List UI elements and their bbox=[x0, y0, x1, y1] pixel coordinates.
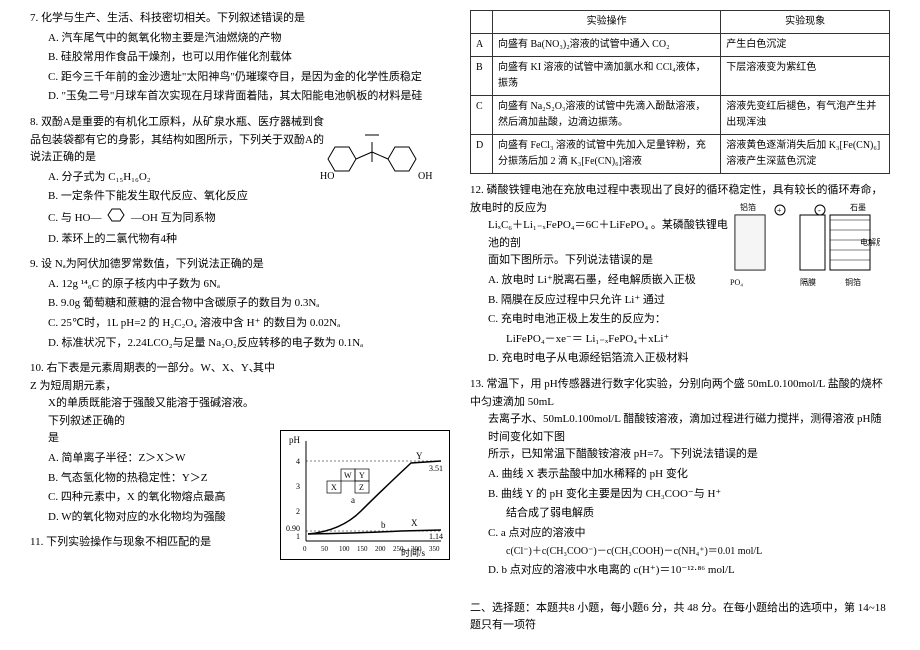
q9-opt-d: D. 标准状况下，2.24LCO₂与足量 Na₂O₂反应转移的电子数为 0.1N… bbox=[48, 335, 450, 353]
q7: 7. 化学与生产、生活、科技密切相关。下列叙述错误的是 A. 汽车尾气中的氮氧化… bbox=[30, 10, 450, 106]
xt0: 0 bbox=[303, 545, 307, 553]
row-c-ph: 溶液先变红后褪色，有气泡产生并出现浑浊 bbox=[721, 96, 890, 135]
svg-text:OH: OH bbox=[418, 171, 432, 182]
q13-stem-b: 去离子水、50mL0.100mol/L 醋酸铵溶液，滴加过程进行磁力搅拌，测得溶… bbox=[470, 411, 890, 446]
q12-opt-d: D. 充电时电子从电源经铝箔流入正极材料 bbox=[488, 350, 730, 368]
q7-opt-b: B. 硅胶常用作食品干燥剂，也可以用作催化剂载体 bbox=[48, 49, 450, 67]
q8-c-suffix: —OH 互为同系物 bbox=[131, 212, 216, 224]
row-a-ph: 产生白色沉淀 bbox=[721, 34, 890, 57]
q13-opt-b: B. 曲线 Y 的 pH 变化主要是因为 CH₃COO⁻与 H⁺ bbox=[488, 486, 890, 504]
annot-left: 0.90 bbox=[286, 524, 300, 533]
curve-y-label: Y bbox=[416, 451, 423, 461]
q13-opt-b2: 结合成了弱电解质 bbox=[488, 505, 890, 523]
q12-opt-c2: LiFePO₄－xe⁻＝ Li₁₋ₓFePO₄＋xLi⁺ bbox=[488, 331, 730, 349]
q12-stem-c: 面如下图所示。下列说法错误的是 bbox=[488, 252, 730, 270]
lbl-dj: 电解质 bbox=[860, 237, 880, 247]
lbl-gm2: 隔膜 bbox=[800, 277, 816, 287]
lbl-al: 铝箔 bbox=[740, 202, 756, 212]
right-column: 实验操作 实验现象 A 向盛有 Ba(NO₃)₂溶液的试管中通入 CO₂ 产生白… bbox=[460, 10, 900, 640]
row-a-k: A bbox=[471, 34, 493, 57]
q13-opt-a: A. 曲线 X 表示盐酸中加水稀释的 pH 变化 bbox=[488, 466, 890, 484]
q10-stem-a: 10. 右下表是元素周期表的一部分。W、X、Y、Z 为短周期元素， bbox=[30, 362, 260, 392]
q12-opt-c: C. 充电时电池正极上发生的反应为： bbox=[488, 311, 730, 329]
xt2: 100 bbox=[339, 545, 350, 553]
yt4: 4 bbox=[296, 457, 300, 466]
svg-text:W: W bbox=[344, 471, 352, 480]
lbl-po4: PO₄ bbox=[730, 278, 743, 287]
q7-stem: 7. 化学与生产、生活、科技密切相关。下列叙述错误的是 bbox=[30, 10, 450, 28]
q13: 13. 常温下，用 pH传感器进行数字化实验，分别向两个盛 50mL0.100m… bbox=[470, 376, 890, 580]
svg-text:X: X bbox=[331, 483, 337, 492]
q10-stem-c: 是 bbox=[30, 430, 260, 448]
row-d-ph: 溶液黄色逐渐消失后加 K₃[Fe(CN)₆]溶液产生深蓝色沉淀 bbox=[721, 135, 890, 174]
xt3: 150 bbox=[357, 545, 368, 553]
q13-stem-c: 所示，已知常温下醋酸铵溶液 pH=7。下列说法错误的是 bbox=[470, 446, 890, 464]
annot-bot: 1.14 bbox=[429, 532, 443, 541]
row-b-ph: 下层溶液变为紫红色 bbox=[721, 57, 890, 96]
q9: 9. 设 Nₐ为阿伏加德罗常数值，下列说法正确的是 A. 12g ¹⁴₆C 的原… bbox=[30, 256, 450, 352]
row-c-op: 向盛有 Na₂S₂O₃溶液的试管中先滴入酚酞溶液，然后滴加盐酸，边滴边振荡。 bbox=[493, 96, 721, 135]
yt3: 3 bbox=[296, 482, 300, 491]
q9-stem: 9. 设 Nₐ为阿伏加德罗常数值，下列说法正确的是 bbox=[30, 256, 450, 274]
xt7: 350 bbox=[429, 545, 440, 553]
q13-opt-d: D. b 点对应的溶液中水电离的 c(H⁺)＝10⁻¹²·⁸⁶ mol/L bbox=[488, 562, 890, 580]
q7-opt-c: C. 距今三千年前的金沙遗址"太阳神鸟"仍璀璨夺目，是因为金的化学性质稳定 bbox=[48, 69, 450, 87]
table-row: B 向盛有 KI 溶液的试管中滴加氯水和 CCl₄液体，振荡 下层溶液变为紫红色 bbox=[471, 57, 890, 96]
pt-a: a bbox=[351, 495, 355, 505]
table-row: D 向盛有 FeCl₃ 溶液的试管中先加入足量锌粉，充分振荡后加 2 滴 K₃[… bbox=[471, 135, 890, 174]
row-b-op: 向盛有 KI 溶液的试管中滴加氯水和 CCl₄液体，振荡 bbox=[493, 57, 721, 96]
q12-opt-b: B. 隔膜在反应过程中只允许 Li⁺ 通过 bbox=[488, 292, 730, 310]
row-d-op: 向盛有 FeCl₃ 溶液的试管中先加入足量锌粉，充分振荡后加 2 滴 K₃[Fe… bbox=[493, 135, 721, 174]
row-d-k: D bbox=[471, 135, 493, 174]
svg-text:-: - bbox=[818, 206, 821, 215]
left-column: 7. 化学与生产、生活、科技密切相关。下列叙述错误的是 A. 汽车尾气中的氮氧化… bbox=[20, 10, 460, 640]
q12: 12. 磷酸铁锂电池在充放电过程中表现出了良好的循环稳定性，具有较长的循环寿命，… bbox=[470, 182, 890, 368]
q13-stem-a: 13. 常温下，用 pH传感器进行数字化实验，分别向两个盛 50mL0.100m… bbox=[470, 376, 890, 411]
lbl-gm: 石墨 bbox=[850, 203, 866, 212]
pt-b: b bbox=[381, 520, 386, 530]
q7-opt-a: A. 汽车尾气中的氮氧化物主要是汽油燃烧的产物 bbox=[48, 30, 450, 48]
section-footer: 二、选择题：本题共8 小题，每小题6 分，共 48 分。在每小题给出的选项中，第… bbox=[470, 600, 890, 635]
q13-opt-c2: c(Cl⁻)＋c(CH₃COO⁻)－c(CH₃COOH)－c(NH₄⁺)＝0.0… bbox=[488, 544, 890, 560]
svg-text:+: + bbox=[777, 206, 782, 215]
q10-side: 其中 bbox=[253, 360, 275, 378]
chart-ylabel: pH bbox=[289, 435, 301, 445]
svg-text:Y: Y bbox=[359, 471, 365, 480]
q7-opt-d: D. "玉兔二号"月球车首次实现在月球背面着陆，其太阳能电池帆板的材料是硅 bbox=[48, 88, 450, 106]
experiment-table: 实验操作 实验现象 A 向盛有 Ba(NO₃)₂溶液的试管中通入 CO₂ 产生白… bbox=[470, 10, 890, 174]
q8: 8. 双酚A是重要的有机化工原料，从矿泉水瓶、医疗器械到食品包装袋都有它的身影，… bbox=[30, 114, 450, 248]
q13-opt-c: C. a 点对应的溶液中 bbox=[488, 525, 890, 543]
lbl-tb: 铜箔 bbox=[845, 277, 861, 287]
q8-c-prefix: C. 与 HO— bbox=[48, 212, 101, 224]
xt4: 200 bbox=[375, 545, 386, 553]
xt5: 250 bbox=[393, 545, 404, 553]
benzene-icon bbox=[104, 208, 128, 229]
row-c-k: C bbox=[471, 96, 493, 135]
xt1: 50 bbox=[321, 545, 329, 553]
ph-chart: pH 时间/s 1 2 3 4 0 50 100 150 200 250 300… bbox=[280, 430, 450, 560]
table-row: A 向盛有 Ba(NO₃)₂溶液的试管中通入 CO₂ 产生白色沉淀 bbox=[471, 34, 890, 57]
q8-opt-c: C. 与 HO— —OH 互为同系物 bbox=[48, 208, 450, 229]
th-op: 实验操作 bbox=[493, 11, 721, 34]
q10-stem-b: X的单质既能溶于强酸又能溶于强碱溶液。下列叙述正确的 bbox=[30, 395, 260, 430]
svg-text:HO: HO bbox=[320, 171, 334, 182]
yt1: 1 bbox=[296, 532, 300, 541]
xt6: 300 bbox=[411, 545, 422, 553]
table-row: C 向盛有 Na₂S₂O₃溶液的试管中先滴入酚酞溶液，然后滴加盐酸，边滴边振荡。… bbox=[471, 96, 890, 135]
q12-opt-a: A. 放电时 Li⁺脱离石墨，经电解质嵌入正极 bbox=[488, 272, 730, 290]
curve-x-label: X bbox=[411, 518, 418, 528]
q9-opt-a: A. 12g ¹⁴₆C 的原子核内中子数为 6Nₐ bbox=[48, 276, 450, 294]
q12-stem-b: LiₓC₆＋Li₁₋ₓFePO₄＝6C＋LiFePO₄ 。某磷酸铁锂电池的剖 bbox=[488, 217, 730, 252]
annot-top: 3.51 bbox=[429, 464, 443, 473]
svg-text:Z: Z bbox=[359, 483, 364, 492]
q8-opt-d: D. 苯环上的二氯代物有4种 bbox=[48, 231, 450, 249]
yt2: 2 bbox=[296, 507, 300, 516]
bisphenol-structure-icon: HO OH bbox=[320, 132, 450, 194]
q9-opt-b: B. 9.0g 葡萄糖和蔗糖的混合物中含碳原子的数目为 0.3Nₐ bbox=[48, 295, 450, 313]
row-a-op: 向盛有 Ba(NO₃)₂溶液的试管中通入 CO₂ bbox=[493, 34, 721, 57]
row-b-k: B bbox=[471, 57, 493, 96]
q9-opt-c: C. 25℃时，1L pH=2 的 H₂C₂O₄ 溶液中含 H⁺ 的数目为 0.… bbox=[48, 315, 450, 333]
battery-diagram-icon: + - 铝箔 石墨 隔膜 铜箔 PO₄ 电解质 bbox=[730, 200, 880, 290]
th-ph: 实验现象 bbox=[721, 11, 890, 34]
